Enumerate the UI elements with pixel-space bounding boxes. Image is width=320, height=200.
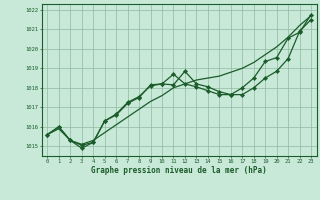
X-axis label: Graphe pression niveau de la mer (hPa): Graphe pression niveau de la mer (hPa) <box>91 166 267 175</box>
